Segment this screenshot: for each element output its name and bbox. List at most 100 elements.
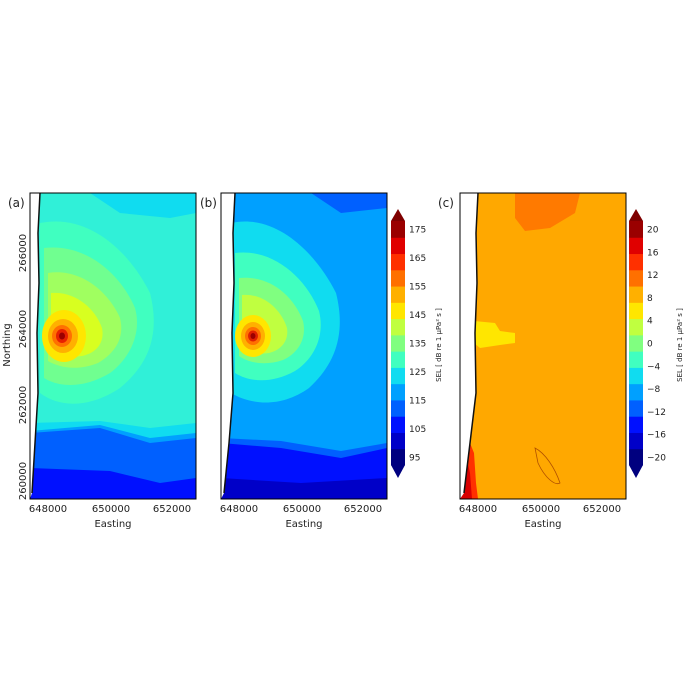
panel-a xyxy=(29,192,197,500)
colorbar-b-bands xyxy=(391,221,405,466)
a-source xyxy=(59,332,65,340)
colorbar-tick-label: 165 xyxy=(409,254,426,264)
b-band-90 xyxy=(221,478,387,499)
colorbar-band xyxy=(391,448,405,466)
panel-c-xtick-1: 650000 xyxy=(522,504,560,515)
panel-a-yticks: 260000 262000 264000 266000 xyxy=(18,234,29,500)
panel-b-frame xyxy=(220,192,388,500)
colorbar-tick-label: 4 xyxy=(647,317,653,327)
b-coast xyxy=(221,193,235,499)
panel-a-xticks: 648000 650000 652000 xyxy=(29,504,191,515)
panel-a-ytick-0: 260000 xyxy=(18,462,29,500)
colorbar-tick-label: 135 xyxy=(409,340,426,350)
colorbar-b-bottom-arrow xyxy=(391,465,405,478)
colorbar-band xyxy=(629,253,643,271)
c-inner-contour xyxy=(534,447,561,485)
colorbar-band xyxy=(629,399,643,417)
colorbar-band xyxy=(391,432,405,450)
panel-b-xtick-0: 648000 xyxy=(220,504,258,515)
panel-c-xtick-2: 652000 xyxy=(583,504,621,515)
colorbar-band xyxy=(629,334,643,352)
panel-a-ytick-1: 262000 xyxy=(18,386,29,424)
panel-b xyxy=(220,192,388,500)
colorbar-c-bottom-arrow xyxy=(629,465,643,478)
panel-a-ylabel: Northing xyxy=(2,323,13,366)
colorbar-b-top-arrow xyxy=(391,209,405,221)
a-coast xyxy=(30,193,40,499)
panel-a-xtick-2: 652000 xyxy=(153,504,191,515)
colorbar-band xyxy=(629,432,643,450)
colorbar-b-label: SEL [ dB re 1 µPa² s ] xyxy=(435,308,443,382)
colorbar-tick-label: 175 xyxy=(409,226,426,236)
colorbar-tick-label: 16 xyxy=(647,248,659,258)
colorbar-tick-label: 20 xyxy=(647,226,659,236)
panel-a-contours xyxy=(30,193,196,499)
colorbar-tick-label: 115 xyxy=(409,397,426,407)
panel-b-xtick-2: 652000 xyxy=(344,504,382,515)
colorbar-band xyxy=(391,318,405,336)
panel-b-xlabel: Easting xyxy=(285,519,322,530)
panel-b-xticks: 648000 650000 652000 xyxy=(220,504,382,515)
colorbar-band xyxy=(629,302,643,320)
panel-a-ytick-3: 266000 xyxy=(18,234,29,272)
panel-a-xtick-1: 650000 xyxy=(92,504,130,515)
a-coast-line xyxy=(31,193,41,494)
colorbar-band xyxy=(391,334,405,352)
colorbar-band xyxy=(391,269,405,287)
colorbar-band xyxy=(629,448,643,466)
panel-c-xticks: 648000 650000 652000 xyxy=(459,504,621,515)
colorbar-tick-label: 0 xyxy=(647,340,653,350)
panel-a-ytick-2: 264000 xyxy=(18,310,29,348)
panel-a-xlabel: Easting xyxy=(94,519,131,530)
c-band-12-top xyxy=(515,193,580,231)
panel-c-frame xyxy=(459,192,627,500)
colorbar-c-bands xyxy=(629,221,643,466)
colorbar-band xyxy=(629,286,643,303)
colorbar-tick-label: 105 xyxy=(409,425,426,435)
colorbar-tick-label: 95 xyxy=(409,454,420,464)
colorbar-c-label: SEL [ dB re 1 µPa² s ] xyxy=(676,308,684,382)
b-source xyxy=(250,333,256,339)
colorbar-tick-label: −20 xyxy=(647,454,666,464)
colorbar-band xyxy=(391,416,405,433)
colorbar-tick-label: −16 xyxy=(647,431,666,441)
panel-c-xtick-0: 648000 xyxy=(459,504,497,515)
colorbar-band xyxy=(629,237,643,255)
panel-b-xtick-1: 650000 xyxy=(283,504,321,515)
colorbar-c-top-arrow xyxy=(629,209,643,221)
colorbar-band xyxy=(391,237,405,255)
colorbar-band xyxy=(391,351,405,368)
colorbar-tick-label: −12 xyxy=(647,408,666,418)
colorbar-band xyxy=(629,416,643,433)
b-coast-line xyxy=(223,193,236,494)
panel-a-xtick-0: 648000 xyxy=(29,504,67,515)
colorbar-b-ticks: 175 165 155 145 135 125 115 105 95 xyxy=(409,226,426,464)
colorbar-band xyxy=(391,221,405,238)
colorbar-tick-label: 125 xyxy=(409,368,426,378)
colorbar-tick-label: 8 xyxy=(647,294,653,304)
colorbar-tick-label: 145 xyxy=(409,311,426,321)
panel-b-contours xyxy=(221,193,387,499)
colorbar-band xyxy=(391,253,405,271)
colorbar-band xyxy=(391,399,405,417)
colorbar-band xyxy=(629,383,643,401)
panel-b-label: (b) xyxy=(200,196,217,210)
colorbar-band xyxy=(629,318,643,336)
panel-c-label: (c) xyxy=(438,196,454,210)
panel-a-label: (a) xyxy=(8,196,25,210)
colorbar-band xyxy=(391,383,405,401)
colorbar-band xyxy=(629,351,643,368)
colorbar-tick-label: −8 xyxy=(647,385,661,395)
colorbar-band xyxy=(391,286,405,303)
colorbar-band xyxy=(629,269,643,287)
panel-c-contours xyxy=(460,193,626,499)
c-band-4 xyxy=(474,321,515,348)
colorbar-tick-label: −4 xyxy=(647,362,661,372)
colorbar-band xyxy=(391,367,405,385)
a-band-100 xyxy=(30,468,196,499)
colorbar-tick-label: 155 xyxy=(409,283,426,293)
panel-a-frame xyxy=(29,192,197,500)
panel-c-xlabel: Easting xyxy=(524,519,561,530)
c-coast-line xyxy=(463,193,479,494)
